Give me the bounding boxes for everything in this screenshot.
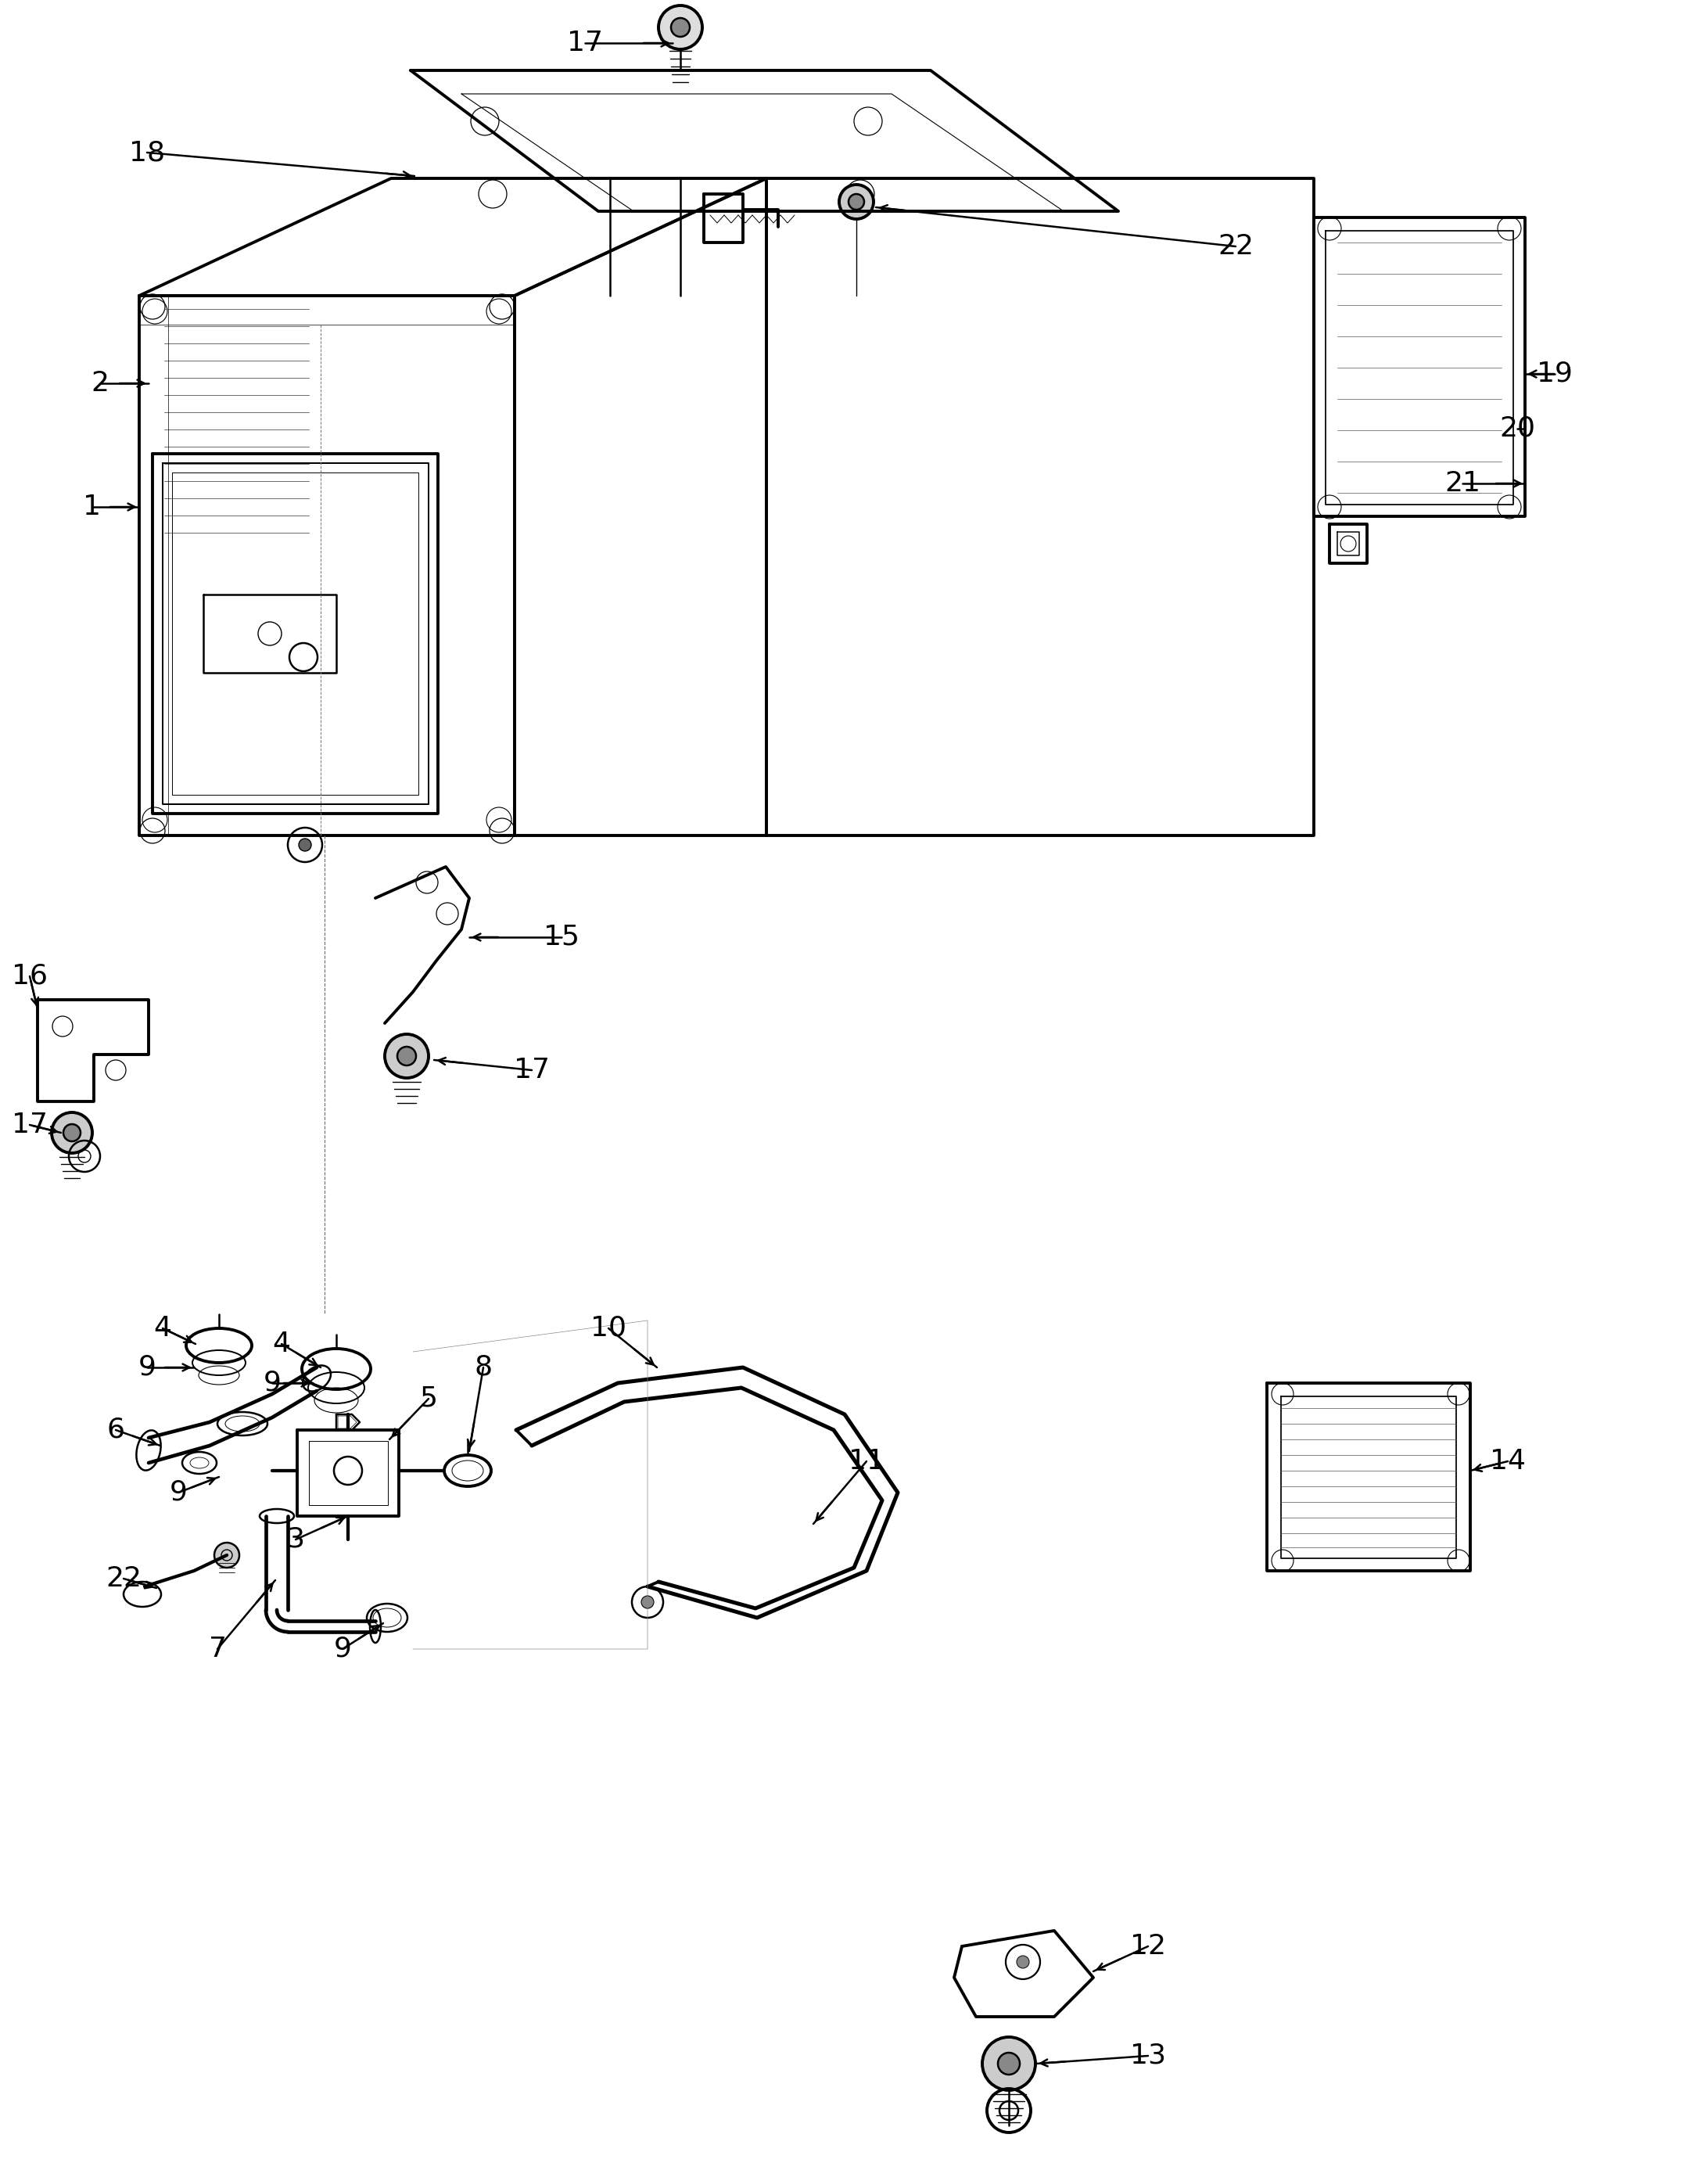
- Ellipse shape: [671, 17, 690, 37]
- Text: 7: 7: [208, 1635, 227, 1663]
- Text: 2: 2: [91, 370, 109, 396]
- Text: 10: 10: [591, 1315, 627, 1341]
- Text: 15: 15: [543, 924, 579, 950]
- Ellipse shape: [640, 1596, 654, 1609]
- Text: 1: 1: [84, 493, 101, 521]
- Ellipse shape: [299, 839, 311, 850]
- Ellipse shape: [63, 1125, 80, 1142]
- Text: 12: 12: [1131, 1934, 1167, 1960]
- Ellipse shape: [51, 1112, 92, 1153]
- Text: 9: 9: [263, 1369, 282, 1397]
- Text: 17: 17: [12, 1112, 48, 1138]
- Text: 20: 20: [1500, 415, 1535, 441]
- Text: 16: 16: [12, 963, 48, 991]
- Ellipse shape: [997, 2053, 1020, 2074]
- Text: 6: 6: [106, 1417, 125, 1443]
- Text: 3: 3: [287, 1527, 304, 1553]
- Text: 9: 9: [138, 1354, 155, 1380]
- Text: 18: 18: [130, 138, 166, 167]
- Ellipse shape: [659, 6, 702, 50]
- Text: 14: 14: [1489, 1447, 1525, 1475]
- Text: 4: 4: [273, 1330, 290, 1356]
- Text: 21: 21: [1445, 469, 1481, 497]
- Text: 9: 9: [333, 1635, 352, 1663]
- Text: 11: 11: [849, 1447, 885, 1475]
- Text: 4: 4: [154, 1315, 173, 1341]
- Text: 13: 13: [1131, 2042, 1167, 2070]
- Text: 17: 17: [567, 30, 603, 56]
- Text: 17: 17: [514, 1058, 550, 1084]
- Ellipse shape: [384, 1034, 429, 1077]
- Ellipse shape: [839, 184, 873, 218]
- Ellipse shape: [849, 195, 864, 210]
- Ellipse shape: [1016, 1955, 1030, 1968]
- Text: 5: 5: [420, 1386, 437, 1412]
- Text: 19: 19: [1537, 361, 1573, 387]
- Ellipse shape: [398, 1047, 417, 1066]
- Text: 9: 9: [169, 1479, 188, 1505]
- Text: 22: 22: [106, 1566, 142, 1592]
- Text: 22: 22: [1218, 234, 1254, 260]
- Ellipse shape: [982, 2038, 1035, 2089]
- Text: 8: 8: [475, 1354, 492, 1380]
- Ellipse shape: [214, 1542, 239, 1568]
